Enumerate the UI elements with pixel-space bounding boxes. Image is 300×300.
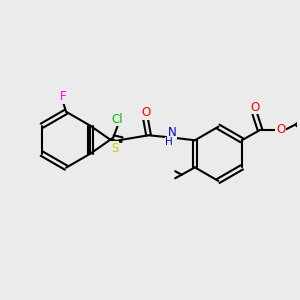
- Text: O: O: [276, 124, 285, 136]
- Text: H: H: [165, 137, 173, 147]
- Text: N: N: [168, 126, 176, 139]
- Text: F: F: [60, 90, 67, 103]
- Text: O: O: [141, 106, 150, 119]
- Text: O: O: [250, 101, 260, 114]
- Text: S: S: [111, 142, 118, 155]
- Text: Cl: Cl: [112, 113, 124, 126]
